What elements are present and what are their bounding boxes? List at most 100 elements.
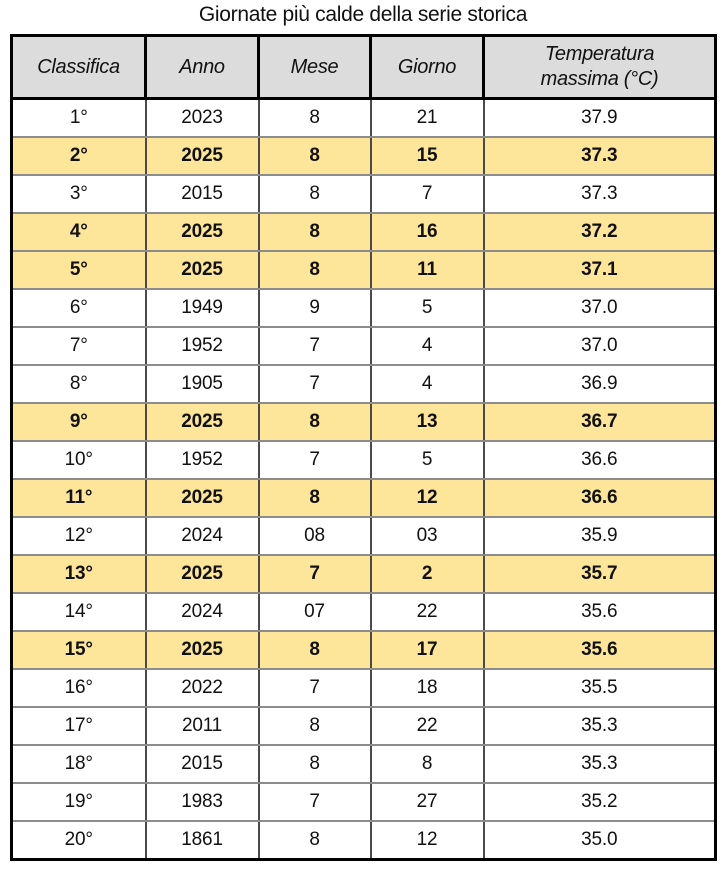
table-cell: 35.2 [482,782,717,822]
table-cell: 8 [257,174,372,214]
table-cell: 8° [10,364,147,404]
table-cell: 2024 [144,516,260,556]
table-cell: 1952 [144,326,260,366]
table-cell: 37.3 [482,174,717,214]
table-cell: 2025 [144,554,260,594]
header-giorno: Giorno [369,34,485,100]
table-cell: 2015 [144,744,260,784]
table-cell: 22 [369,592,485,632]
table-cell: 13° [10,554,147,594]
table-cell: 35.5 [482,668,717,708]
table-cell: 2025 [144,630,260,670]
table-cell: 2025 [144,478,260,518]
header-anno: Anno [144,34,260,100]
table-cell: 2024 [144,592,260,632]
table-cell: 13 [369,402,485,442]
hottest-days-table: Classifica Anno Mese Giorno Temperatura … [10,34,717,861]
table-cell: 35.6 [482,592,717,632]
table-cell: 3° [10,174,147,214]
table-cell: 5 [369,440,485,480]
table-cell: 20° [10,820,147,861]
table-row: 17° 2011 8 22 35.3 [10,706,717,746]
table-cell: 15 [369,136,485,176]
table-cell: 7 [257,326,372,366]
table-row: 11° 2025 8 12 36.6 [10,478,717,518]
table-cell: 2023 [144,97,260,138]
header-anno-label: Anno [179,55,225,78]
table-cell: 36.7 [482,402,717,442]
table-cell: 1861 [144,820,260,861]
table-cell: 8 [369,744,485,784]
table-cell: 35.7 [482,554,717,594]
table-cell: 12 [369,820,485,861]
table-cell: 11 [369,250,485,290]
table-cell: 17 [369,630,485,670]
table-cell: 35.0 [482,820,717,861]
table-cell: 4° [10,212,147,252]
table-cell: 18° [10,744,147,784]
table-cell: 7 [257,668,372,708]
table-cell: 7° [10,326,147,366]
table-cell: 37.0 [482,326,717,366]
table-cell: 2025 [144,136,260,176]
header-temperatura-massima-label: Temperatura massima (°C) [540,43,659,90]
table-cell: 8 [257,630,372,670]
table-cell: 1952 [144,440,260,480]
table-cell: 7 [369,174,485,214]
table-cell: 08 [257,516,372,556]
table-cell: 1983 [144,782,260,822]
table-cell: 7 [257,364,372,404]
table-row: 13° 2025 7 2 35.7 [10,554,717,594]
table-cell: 21 [369,97,485,138]
table-body: 1° 2023 8 21 37.9 2° 2025 8 15 37.3 3° 2015 8 7 37.3 4°… [10,97,717,861]
table-cell: 7 [257,554,372,594]
header-temperatura-massima: Temperatura massima (°C) [482,34,717,100]
table-cell: 7 [257,440,372,480]
table-cell: 35.9 [482,516,717,556]
table-cell: 2025 [144,250,260,290]
table-cell: 2025 [144,402,260,442]
table-cell: 8 [257,212,372,252]
table-cell: 37.9 [482,97,717,138]
table-cell: 2011 [144,706,260,746]
table-cell: 36.9 [482,364,717,404]
header-giorno-label: Giorno [397,55,457,78]
table-cell: 37.3 [482,136,717,176]
table-row: 15° 2025 8 17 35.6 [10,630,717,670]
table-cell: 12° [10,516,147,556]
table-cell: 19° [10,782,147,822]
table-cell: 8 [257,478,372,518]
table-row: 6° 1949 9 5 37.0 [10,288,717,328]
table-cell: 9 [257,288,372,328]
table-cell: 8 [257,820,372,861]
table-cell: 11° [10,478,147,518]
table-cell: 12 [369,478,485,518]
table-cell: 2022 [144,668,260,708]
table-cell: 9° [10,402,147,442]
table-cell: 37.0 [482,288,717,328]
table-cell: 36.6 [482,478,717,518]
chart-title: Giornate più calde della serie storica [198,3,528,26]
table-cell: 35.3 [482,706,717,746]
table-cell: 27 [369,782,485,822]
table-cell: 2° [10,136,147,176]
table-row: 20° 1861 8 12 35.0 [10,820,717,861]
table-cell: 07 [257,592,372,632]
table-cell: 8 [257,402,372,442]
table-cell: 5° [10,250,147,290]
table-cell: 37.2 [482,212,717,252]
table-row: 10° 1952 7 5 36.6 [10,440,717,480]
table-row: 2° 2025 8 15 37.3 [10,136,717,176]
table-cell: 18 [369,668,485,708]
table-row: 16° 2022 7 18 35.5 [10,668,717,708]
table-row: 5° 2025 8 11 37.1 [10,250,717,290]
table-cell: 37.1 [482,250,717,290]
table-cell: 03 [369,516,485,556]
table-row: 4° 2025 8 16 37.2 [10,212,717,252]
table-cell: 17° [10,706,147,746]
table-cell: 2025 [144,212,260,252]
table-cell: 22 [369,706,485,746]
table-row: 7° 1952 7 4 37.0 [10,326,717,366]
table-cell: 2 [369,554,485,594]
table-cell: 8 [257,706,372,746]
